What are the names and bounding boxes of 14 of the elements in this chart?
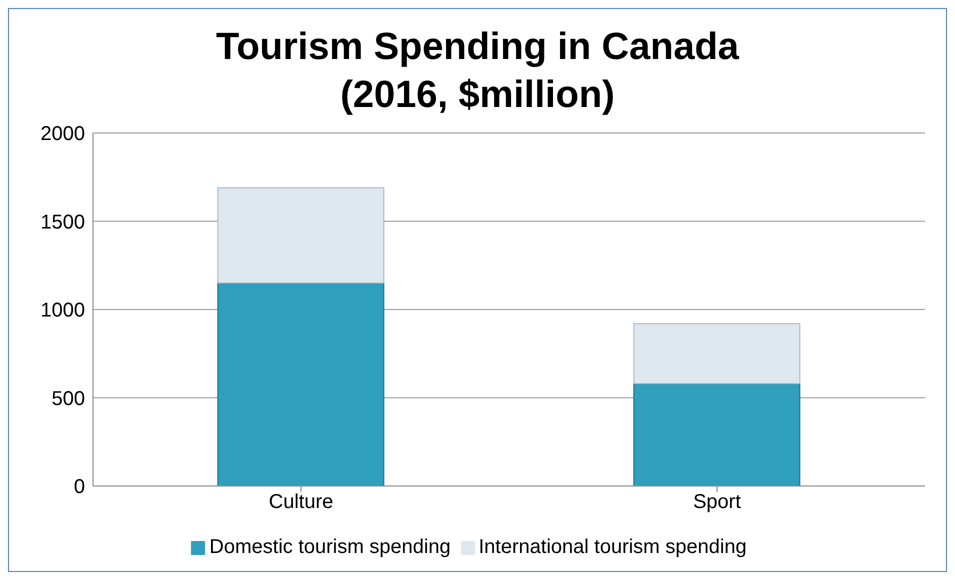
y-tick-label: 0 — [74, 476, 85, 498]
bar — [633, 383, 800, 486]
x-tick-label: Culture — [268, 491, 334, 514]
bar — [217, 187, 384, 284]
y-tick-label: 500 — [52, 388, 85, 410]
y-tick-label: 1000 — [40, 300, 85, 322]
x-tick-label: Sport — [693, 491, 742, 514]
legend-label: International tourism spending — [478, 536, 747, 558]
legend-label: Domestic tourism spending — [209, 536, 451, 558]
bar — [217, 282, 384, 486]
y-tick-label: 1500 — [40, 211, 85, 234]
y-tick-label: 2000 — [40, 123, 85, 146]
bar — [633, 323, 800, 384]
chart-title: Tourism Spending in Canada (2016, $million) — [215, 25, 740, 118]
